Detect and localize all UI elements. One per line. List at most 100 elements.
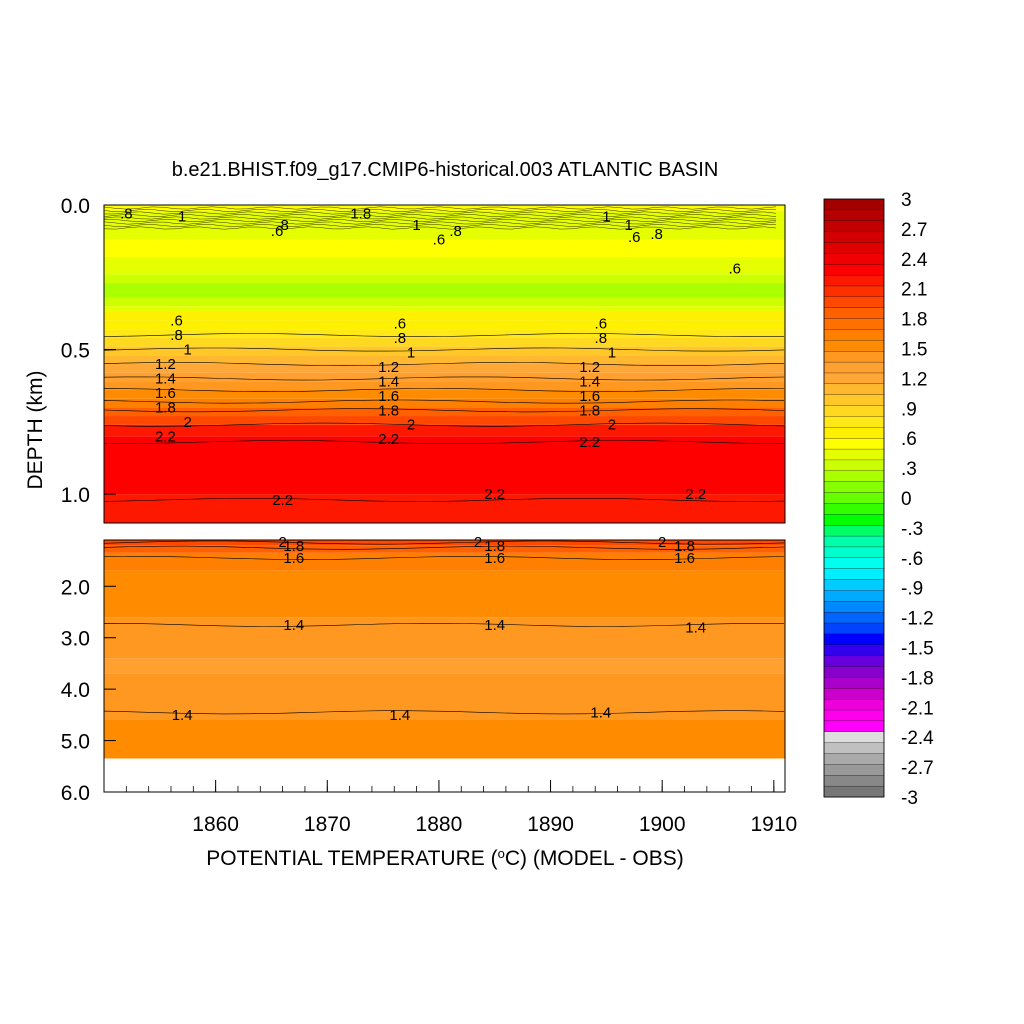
- contour-label-2: .8: [276, 217, 289, 234]
- colorbar-swatch-14: [823, 351, 885, 363]
- lower-band-5: [104, 658, 785, 674]
- x-tick-label-1900: 1900: [639, 813, 686, 836]
- contour-label-35: 1: [608, 344, 616, 361]
- contour-label-56: 1.4: [389, 707, 410, 724]
- colorbar-swatch-26: [823, 481, 885, 494]
- contour-line-1: [103, 347, 785, 352]
- colorbar-swatch-19: [823, 405, 885, 417]
- colorbar-swatch-1: [823, 209, 885, 222]
- colorbar-swatch-24: [823, 459, 885, 472]
- colorbar-swatch-12: [823, 329, 885, 341]
- upper-y-label-0: 0.0: [61, 195, 90, 218]
- colorbar-swatch-34: [823, 568, 885, 580]
- contour-label-30: 2: [407, 417, 415, 434]
- colorbar-swatch-40: [823, 633, 885, 646]
- x-tick-label-1890: 1890: [527, 813, 574, 836]
- contour-label-12: .6: [729, 261, 742, 278]
- colorbar-swatch-32: [823, 546, 885, 559]
- lower-band-0: [104, 540, 785, 546]
- colorbar-swatch-13: [823, 340, 885, 352]
- colorbar-swatch-51: [823, 753, 885, 765]
- upper-band-0: [104, 205, 785, 211]
- upper-band-22: [104, 424, 785, 437]
- y-axis-title: DEPTH (km): [24, 371, 47, 490]
- colorbar-swatch-8: [823, 285, 885, 298]
- colorbar-swatch-16: [823, 372, 885, 385]
- contour-label-23: .6: [394, 316, 407, 333]
- contour-line-12: [103, 556, 785, 560]
- lower-panel-frame: [103, 539, 786, 793]
- colorbar-swatch-17: [823, 383, 885, 396]
- colorbar-swatch-27: [823, 492, 885, 504]
- colorbar-swatch-39: [823, 622, 885, 635]
- colorbar-label-15: -1.5: [901, 639, 934, 660]
- colorbar-label-9: .3: [901, 459, 917, 480]
- contour-label-40: 2: [608, 417, 616, 434]
- colorbar-swatch-41: [823, 644, 885, 657]
- colorbar-swatch-29: [823, 514, 885, 526]
- colorbar-swatch-46: [823, 698, 885, 711]
- colorbar-swatch-35: [823, 579, 885, 591]
- colorbar-swatch-0: [823, 198, 885, 211]
- surface-contour-5: [103, 219, 777, 222]
- lower-band-1: [104, 545, 785, 553]
- upper-band-9: [104, 311, 785, 321]
- upper-band-17: [104, 381, 785, 391]
- x-tick-label-1870: 1870: [304, 813, 351, 836]
- colorbar-swatch-54: [823, 785, 885, 798]
- colorbar-label-1: 2.7: [901, 220, 927, 241]
- contour-label-55: 1.4: [172, 707, 193, 724]
- upper-band-3: [104, 239, 785, 258]
- contour-label-13: .6: [170, 313, 183, 330]
- colorbar-swatch-21: [823, 427, 885, 439]
- contour-label-46: 2: [474, 534, 482, 551]
- contour-line-4: [103, 388, 785, 392]
- contour-label-38: 1.6: [579, 388, 600, 405]
- contour-line-6: [103, 408, 785, 413]
- contour-label-6: .6: [433, 232, 446, 249]
- axes: 1860 1870 1880 1890 1900 1910 0.0 0.5 1.0 2.0 3.0 4…: [61, 195, 797, 836]
- x-axis-title-degree: o: [498, 846, 505, 861]
- contour-label-48: 1.6: [484, 550, 505, 567]
- upper-y-label-2: 1.0: [61, 484, 90, 507]
- contour-label-51: 1.6: [674, 550, 695, 567]
- colorbar-label-18: -2.4: [901, 728, 934, 749]
- contour-label-34: .8: [595, 330, 608, 347]
- contour-label-16: 1.2: [155, 356, 176, 373]
- contour-label-10: .6: [628, 229, 641, 246]
- upper-band-18: [104, 390, 785, 399]
- contour-line-2: [103, 362, 785, 366]
- colorbar-label-6: 1.2: [901, 369, 927, 390]
- upper-band-14: [104, 355, 785, 364]
- colorbar-swatch-50: [823, 742, 885, 754]
- colorbar-swatch-23: [823, 448, 885, 461]
- colorbar-swatch-45: [823, 688, 885, 700]
- upper-panel: [103, 205, 785, 523]
- colorbar-swatch-9: [823, 296, 885, 309]
- contour-label-14: .8: [170, 327, 183, 344]
- contour-label-53: 1.4: [484, 617, 505, 634]
- upper-band-6: [104, 283, 785, 298]
- colorbar-swatch-3: [823, 231, 885, 243]
- surface-contour-0: [103, 206, 777, 210]
- colorbar-swatch-7: [823, 274, 885, 287]
- contour-label-9: 1: [625, 217, 633, 234]
- colorbar-swatch-25: [823, 470, 885, 483]
- lower-band-4: [104, 617, 785, 659]
- colorbar-swatch-44: [823, 677, 885, 689]
- upper-band-20: [104, 407, 785, 417]
- colorbar-swatch-53: [823, 775, 885, 787]
- colorbar-label-5: 1.5: [901, 340, 927, 361]
- colorbar-label-8: .6: [901, 429, 917, 450]
- contour-label-57: 1.4: [590, 704, 611, 721]
- colorbar-label-0: 3: [901, 190, 912, 211]
- contour-label-28: 1.6: [378, 388, 399, 405]
- x-tick-label-1880: 1880: [416, 813, 463, 836]
- contour-line-11: [103, 545, 785, 550]
- colorbar-swatch-28: [823, 503, 885, 515]
- colorbar-label-16: -1.8: [901, 668, 934, 689]
- colorbar-swatch-43: [823, 666, 885, 678]
- colorbar-label-13: -.9: [901, 579, 923, 600]
- chart-title: b.e21.BHIST.f09_g17.CMIP6-historical.003…: [172, 159, 719, 181]
- contour-label-8: 1: [602, 209, 610, 226]
